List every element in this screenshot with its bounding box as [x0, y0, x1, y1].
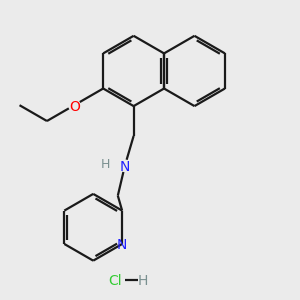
Text: N: N — [117, 238, 127, 253]
Text: H: H — [138, 274, 148, 289]
Text: N: N — [120, 160, 130, 174]
Text: H: H — [101, 158, 110, 171]
Text: O: O — [69, 100, 80, 114]
Text: Cl: Cl — [108, 274, 122, 289]
